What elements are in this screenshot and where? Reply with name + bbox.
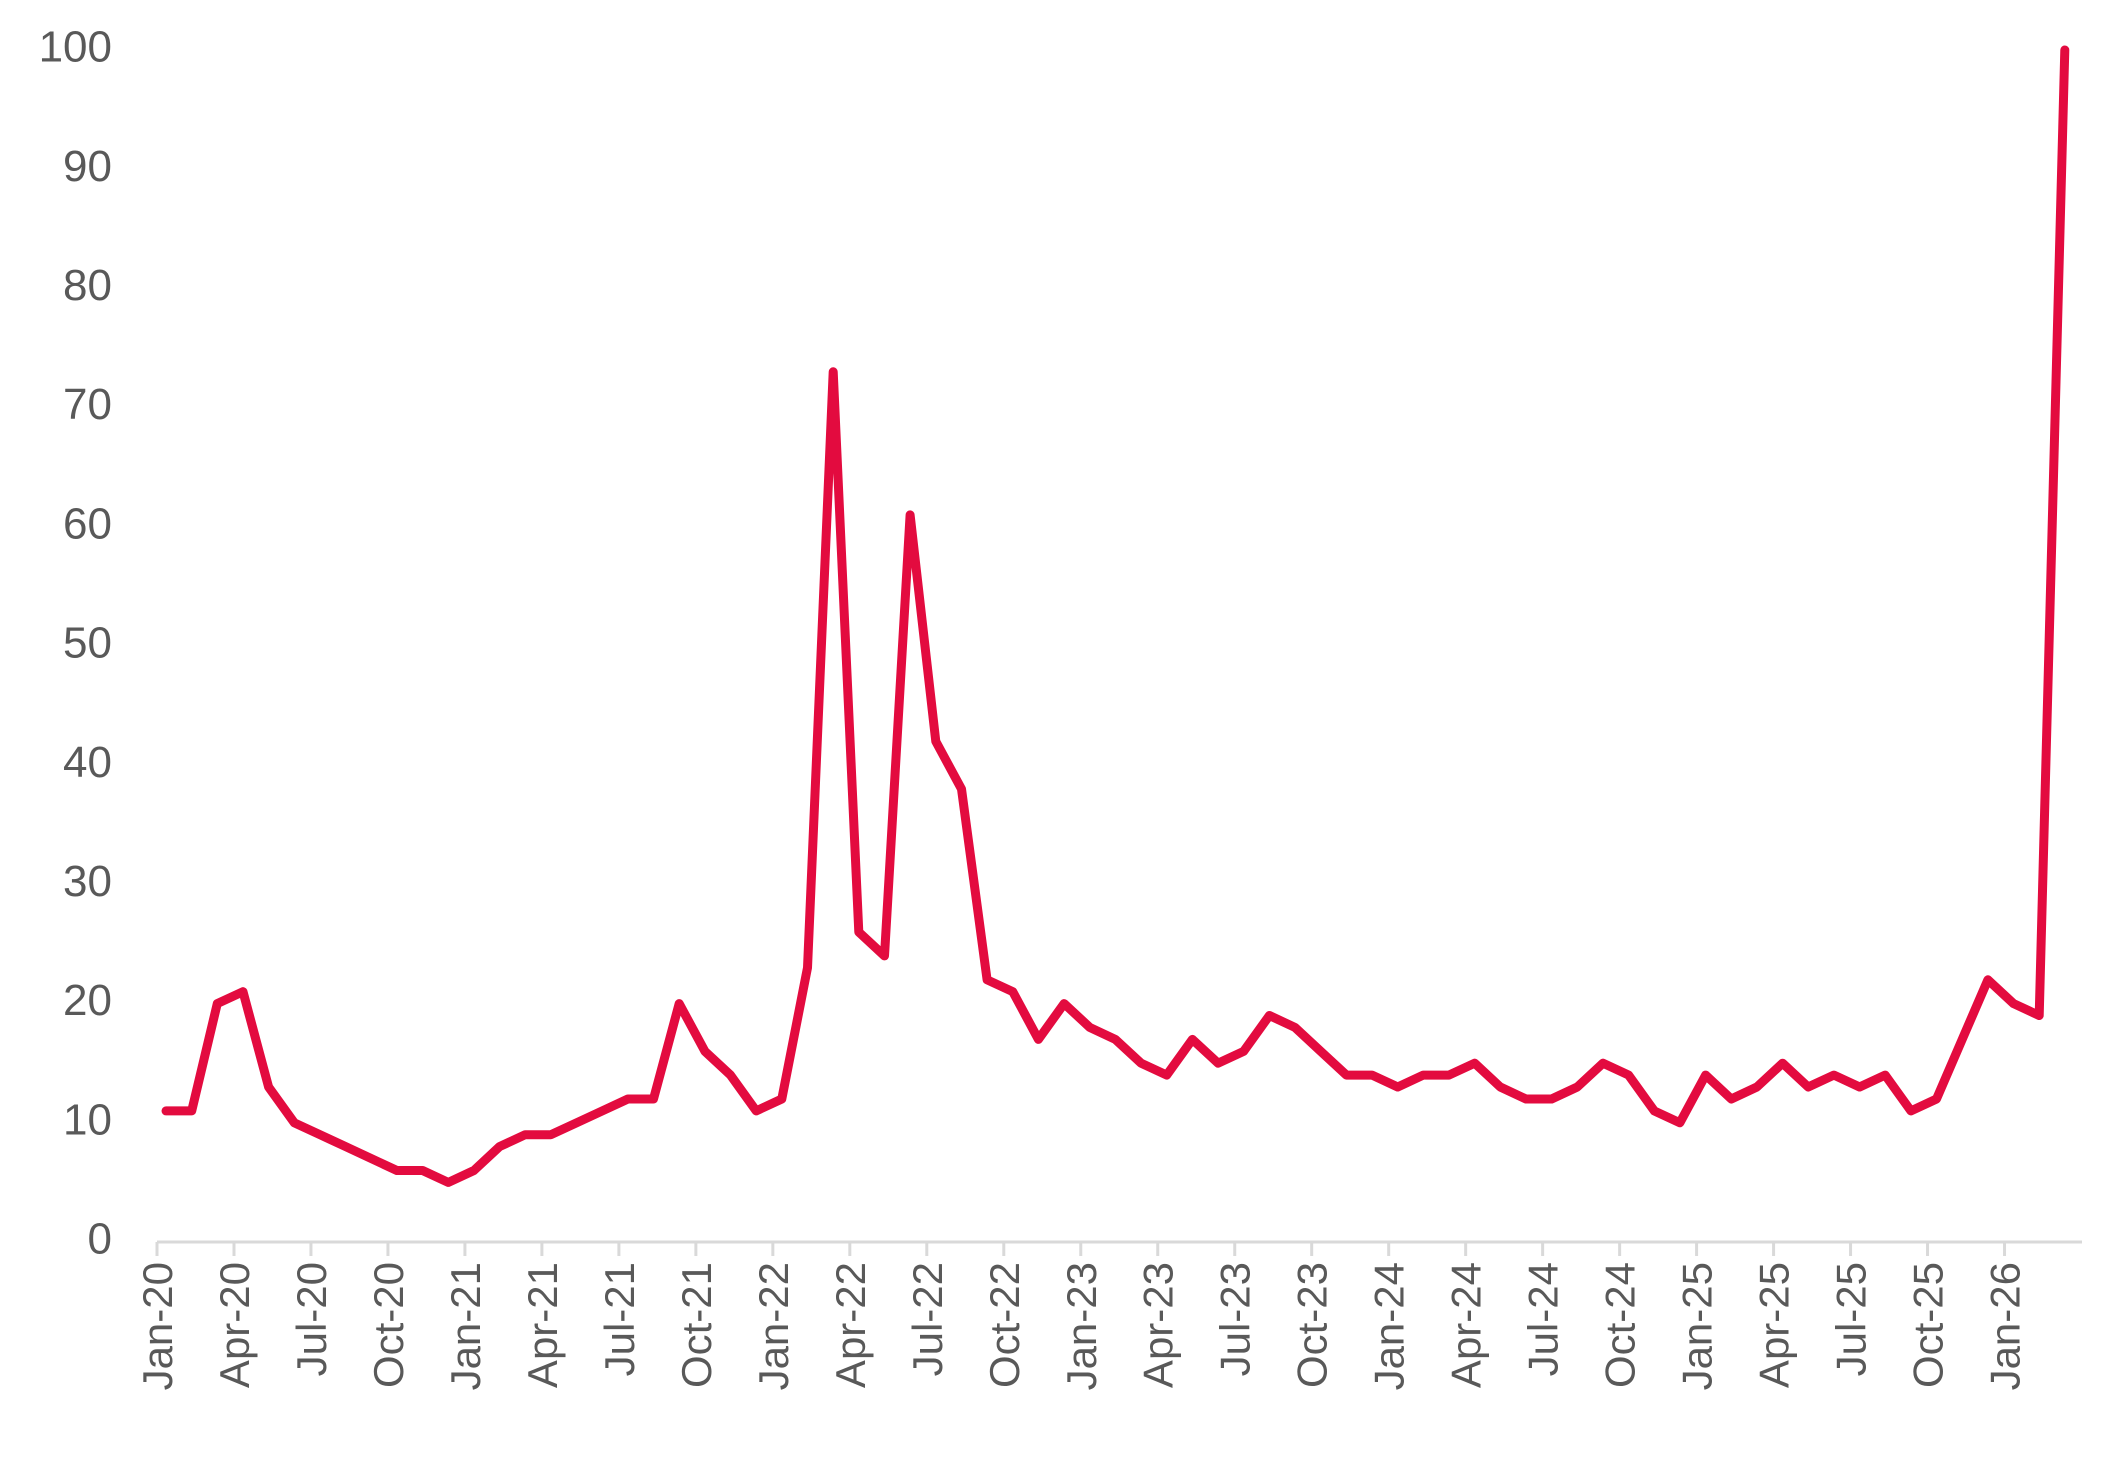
x-tick-label: Apr-24	[1443, 1262, 1490, 1388]
x-tick-label: Jul-20	[288, 1262, 335, 1376]
x-tick-label: Apr-20	[211, 1262, 258, 1388]
y-tick-label: 80	[63, 261, 112, 310]
x-tick-label: Jan-20	[134, 1262, 181, 1390]
y-tick-label: 90	[63, 142, 112, 191]
x-tick-label: Apr-23	[1135, 1262, 1182, 1388]
x-axis-ticks	[155, 1242, 2007, 1256]
x-tick-label: Jan-26	[1982, 1262, 2029, 1390]
x-tick-label: Oct-25	[1905, 1262, 1952, 1388]
x-tick-label: Apr-25	[1751, 1262, 1798, 1388]
x-tick-label: Oct-22	[981, 1262, 1028, 1388]
x-tick-label: Oct-21	[673, 1262, 720, 1388]
y-tick-label: 20	[63, 976, 112, 1025]
y-tick-label: 70	[63, 380, 112, 429]
x-tick-label: Jan-22	[750, 1262, 797, 1390]
x-tick-label: Jan-21	[442, 1262, 489, 1390]
x-tick-label: Oct-24	[1597, 1262, 1644, 1388]
x-tick-label: Jul-23	[1212, 1262, 1259, 1376]
y-tick-label: 40	[63, 738, 112, 787]
x-tick-label: Jul-24	[1520, 1262, 1567, 1376]
series-line	[161, 45, 2070, 1187]
x-tick-label: Oct-20	[365, 1262, 412, 1388]
x-tick-label: Jul-22	[904, 1262, 951, 1376]
x-tick-label: Oct-23	[1289, 1262, 1336, 1388]
y-tick-label: 30	[63, 857, 112, 906]
x-tick-label: Jan-23	[1058, 1262, 1105, 1390]
x-tick-label: Jul-21	[596, 1262, 643, 1376]
y-axis-tick-labels: 0 10 20 30 40 50 60 70 80 90 100	[39, 23, 112, 1264]
y-tick-label: 0	[88, 1215, 112, 1264]
y-tick-label: 50	[63, 619, 112, 668]
y-tick-label: 10	[63, 1095, 112, 1144]
x-axis-tick-labels: Jan-20 Apr-20 Jul-20 Oct-20 Jan-21 Apr-21 Jul-…	[134, 1262, 2029, 1390]
x-tick-label: Jul-25	[1828, 1262, 1875, 1376]
x-tick-label: Apr-22	[827, 1262, 874, 1388]
y-tick-label: 60	[63, 499, 112, 548]
x-tick-label: Jan-25	[1674, 1262, 1721, 1390]
x-tick-label: Jan-24	[1366, 1262, 1413, 1390]
y-tick-label: 100	[39, 23, 112, 72]
x-tick-label: Apr-21	[519, 1262, 566, 1388]
